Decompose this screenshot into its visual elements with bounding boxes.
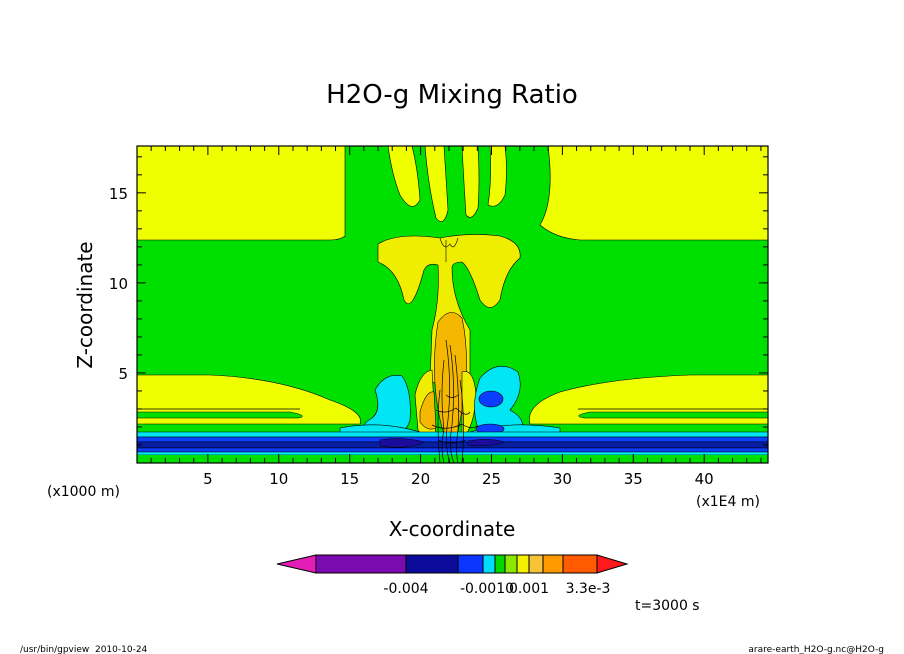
colorbar-segment [562, 554, 598, 574]
colorbar-label: 0.001 [509, 581, 549, 597]
x-tick-label: 35 [624, 470, 643, 488]
x-tick-label: 40 [695, 470, 714, 488]
x-axis-tick-labels: 5 10 15 20 25 30 35 40 [203, 470, 714, 488]
x-tick-label: 15 [340, 470, 359, 488]
plume-yellow-region [377, 234, 521, 388]
y-tick-label: 10 [109, 275, 128, 293]
y-tick-label: 15 [109, 185, 128, 203]
upper-left-yellow-region [137, 146, 346, 241]
purple-core-right [467, 439, 506, 447]
colorbar-segment [494, 554, 506, 574]
colorbar-segment [482, 554, 496, 574]
colorbar-label: -0.004 [383, 581, 428, 597]
convective-core-contours [431, 339, 479, 463]
colorbar-segment [504, 554, 518, 574]
x-tick-label: 25 [482, 470, 501, 488]
colorbar-segment [457, 554, 484, 574]
colorbar-left-arrow [276, 554, 317, 574]
purple-core-left [379, 438, 426, 448]
x-tick-label: 5 [203, 470, 213, 488]
footer-left: /usr/bin/gpview 2010-10-24 [20, 645, 148, 654]
colorbar [276, 554, 629, 574]
y-axis-tick-labels: 5 10 15 [109, 185, 128, 383]
y-tick-label: 5 [118, 365, 128, 383]
x-axis-label: X-coordinate [389, 517, 516, 541]
colorbar-segment [542, 554, 564, 574]
plot-frame [136, 145, 769, 464]
y-unit-label: (x1000 m) [47, 484, 120, 500]
x-unit-label: (x1E4 m) [696, 494, 760, 510]
upper-center-yellow-streak-2 [424, 146, 449, 222]
y-axis-ticks [137, 156, 768, 446]
lower-right-green-gap [578, 411, 768, 419]
plume-lower-orange [419, 391, 437, 430]
colorbar-label: -0.0010 [460, 581, 514, 597]
y-axis-label: Z-coordinate [73, 241, 97, 368]
colorbar-labels: -0.004 -0.0010 0.001 3.3e-3 [383, 581, 610, 597]
band-cyan-lower [137, 451, 768, 456]
footer-right: arare-earth_H2O-g.nc@H2O-g [748, 645, 884, 654]
upper-center-yellow-streak-1 [387, 146, 421, 207]
band-blue [137, 436, 768, 443]
x-tick-label: 30 [553, 470, 572, 488]
lower-left-green-gap [137, 411, 303, 419]
colorbar-segment [315, 554, 407, 574]
blue-eye-right [478, 390, 504, 408]
x-axis-ticks [150, 146, 762, 463]
upper-center-yellow-streak-4 [487, 146, 507, 207]
upper-right-yellow-region [539, 146, 768, 241]
band-blue-lower [137, 447, 768, 453]
colorbar-right-arrow [596, 554, 629, 574]
colorbar-segment [516, 554, 530, 574]
chart-title: H2O-g Mixing Ratio [326, 80, 578, 110]
colorbar-label: 3.3e-3 [566, 581, 611, 597]
colorbar-segment [528, 554, 544, 574]
upper-notch-contours [439, 237, 459, 262]
upper-center-yellow-streak-3 [461, 146, 480, 218]
band-cyan-upper [137, 431, 768, 438]
contour-field [137, 146, 768, 463]
x-tick-label: 10 [269, 470, 288, 488]
x-tick-label: 20 [411, 470, 430, 488]
time-label: t=3000 s [635, 598, 700, 614]
colorbar-segment [405, 554, 459, 574]
